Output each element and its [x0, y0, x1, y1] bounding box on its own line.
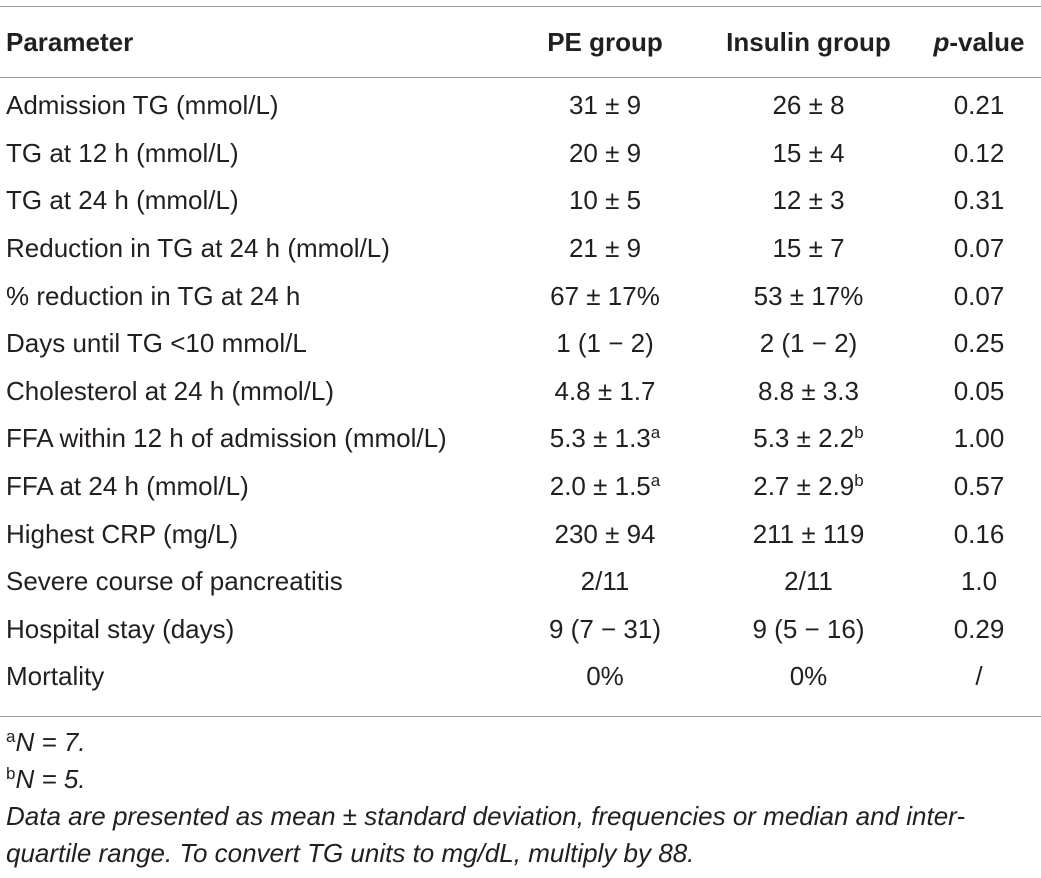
- table-row: Severe course of pancreatitis 2/11 2/11 …: [0, 558, 1041, 606]
- cell-insulin: 0%: [789, 661, 828, 692]
- cell-pe: 9 (7 − 31): [548, 613, 661, 644]
- cell-insulin: 211 ± 119: [752, 518, 865, 549]
- results-table: Parameter PE group Insulin group p-value…: [0, 18, 1041, 701]
- cell-p-value: 0.12: [953, 137, 1005, 168]
- table-row: FFA at 24 h (mmol/L) 2.0 ± 1.5a 2.7 ± 2.…: [0, 463, 1041, 511]
- cell-insulin: 5.3 ± 2.2b: [753, 423, 864, 454]
- cell-p-value: 0.05: [953, 375, 1005, 406]
- cell-insulin: 12 ± 3: [772, 185, 845, 216]
- footnote-a: aN = 7.: [6, 724, 1036, 761]
- table-row: Hospital stay (days) 9 (7 − 31) 9 (5 − 1…: [0, 606, 1041, 654]
- cell-parameter: Cholesterol at 24 h (mmol/L): [6, 375, 335, 406]
- table-footnotes: aN = 7. bN = 5. Data are presented as me…: [6, 724, 1036, 872]
- cell-p-value: 0.16: [953, 518, 1005, 549]
- cell-parameter: Reduction in TG at 24 h (mmol/L): [6, 233, 390, 264]
- cell-parameter: FFA at 24 h (mmol/L): [6, 471, 249, 502]
- cell-pe: 67 ± 17%: [550, 280, 660, 311]
- footnote-b-text: N = 5.: [15, 764, 86, 794]
- table-row: Highest CRP (mg/L) 230 ± 94 211 ± 119 0.…: [0, 510, 1041, 558]
- cell-parameter: FFA within 12 h of admission (mmol/L): [6, 423, 447, 454]
- cell-p-value: 0.57: [953, 471, 1005, 502]
- footnote-b-marker: b: [6, 764, 16, 783]
- table-row: Cholesterol at 24 h (mmol/L) 4.8 ± 1.7 8…: [0, 368, 1041, 416]
- footnote-general: Data are presented as mean ± standard de…: [6, 801, 966, 868]
- table-row: TG at 12 h (mmol/L) 20 ± 9 15 ± 4 0.12: [0, 130, 1041, 178]
- table-row: Reduction in TG at 24 h (mmol/L) 21 ± 9 …: [0, 225, 1041, 273]
- cell-parameter: Admission TG (mmol/L): [6, 90, 279, 121]
- cell-p-value: 1.0: [960, 566, 998, 597]
- top-rule: [0, 6, 1041, 7]
- table-row: TG at 24 h (mmol/L) 10 ± 5 12 ± 3 0.31: [0, 177, 1041, 225]
- cell-p-value: 0.07: [953, 233, 1005, 264]
- footnote-a-text: N = 7.: [15, 727, 86, 757]
- bottom-rule: [0, 716, 1041, 717]
- cell-pe: 31 ± 9: [568, 90, 642, 121]
- cell-pe: 20 ± 9: [568, 137, 642, 168]
- cell-pe: 10 ± 5: [568, 185, 642, 216]
- header-p-rest: -value: [949, 26, 1025, 57]
- cell-pe: 4.8 ± 1.7: [554, 375, 656, 406]
- table-row: Days until TG <10 mmol/L 1 (1 − 2) 2 (1 …: [0, 320, 1041, 368]
- cell-insulin: 9 (5 − 16): [752, 613, 865, 644]
- cell-insulin: 15 ± 4: [772, 137, 845, 168]
- header-pe-group: PE group: [547, 26, 663, 57]
- header-p-value: p-value: [917, 18, 1041, 66]
- cell-p-value: /: [975, 661, 983, 692]
- cell-pe: 0%: [586, 661, 624, 692]
- cell-pe: 1 (1 − 2): [556, 328, 654, 359]
- footnote-a-marker: a: [6, 727, 16, 746]
- cell-insulin: 2.7 ± 2.9b: [753, 471, 864, 502]
- cell-parameter: Severe course of pancreatitis: [6, 566, 343, 597]
- table-row: Admission TG (mmol/L) 31 ± 9 26 ± 8 0.21: [0, 82, 1041, 130]
- header-parameter: Parameter: [6, 26, 134, 57]
- cell-insulin: 8.8 ± 3.3: [757, 375, 859, 406]
- cell-pe: 21 ± 9: [568, 233, 642, 264]
- cell-insulin: 15 ± 7: [772, 233, 845, 264]
- cell-insulin: 2 (1 − 2): [759, 328, 858, 359]
- cell-p-value: 0.21: [953, 90, 1005, 121]
- cell-pe: 2/11: [580, 566, 630, 597]
- cell-parameter: Highest CRP (mg/L): [6, 518, 239, 549]
- cell-p-value: 0.29: [953, 613, 1005, 644]
- cell-parameter: Hospital stay (days): [6, 613, 235, 644]
- cell-pe: 5.3 ± 1.3a: [549, 423, 661, 454]
- cell-parameter: Days until TG <10 mmol/L: [6, 328, 307, 359]
- cell-insulin: 53 ± 17%: [753, 280, 864, 311]
- table-row: Mortality 0% 0% /: [0, 653, 1041, 701]
- cell-p-value: 0.25: [953, 328, 1005, 359]
- cell-insulin: 2/11: [784, 566, 833, 597]
- cell-p-value: 1.00: [953, 423, 1005, 454]
- cell-pe: 2.0 ± 1.5a: [549, 471, 661, 502]
- header-rule: [0, 77, 1041, 78]
- cell-p-value: 0.07: [953, 280, 1005, 311]
- cell-p-value: 0.31: [953, 185, 1005, 216]
- header-p-letter: p: [933, 26, 950, 57]
- table-row: % reduction in TG at 24 h 67 ± 17% 53 ± …: [0, 272, 1041, 320]
- header-row: Parameter PE group Insulin group p-value: [0, 18, 1041, 66]
- cell-pe: 230 ± 94: [554, 518, 656, 549]
- cell-insulin: 26 ± 8: [772, 90, 845, 121]
- cell-parameter: TG at 24 h (mmol/L): [6, 185, 239, 216]
- cell-parameter: % reduction in TG at 24 h: [6, 280, 301, 311]
- cell-parameter: Mortality: [6, 661, 105, 692]
- footnote-b: bN = 5.: [6, 761, 1036, 798]
- header-insulin-group: Insulin group: [726, 26, 891, 57]
- cell-parameter: TG at 12 h (mmol/L): [6, 137, 239, 168]
- table-row: FFA within 12 h of admission (mmol/L) 5.…: [0, 415, 1041, 463]
